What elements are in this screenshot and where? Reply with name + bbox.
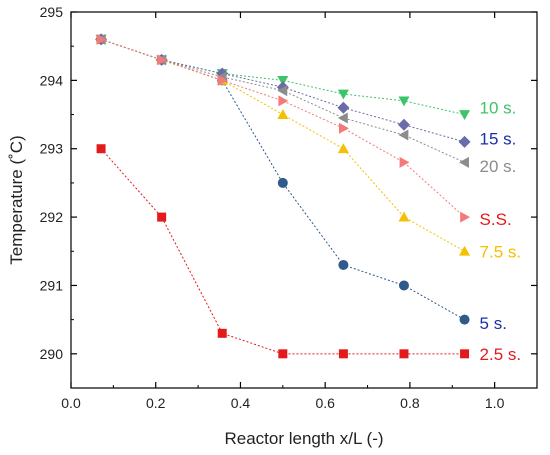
data-point (337, 89, 349, 100)
data-point (277, 177, 288, 188)
data-point (459, 110, 471, 121)
data-point (277, 85, 288, 97)
series-label: 15 s. (480, 129, 517, 148)
data-point (157, 212, 167, 222)
data-point (337, 143, 349, 154)
data-point (397, 118, 410, 131)
data-point (337, 101, 350, 114)
x-tick-label: 0.8 (400, 395, 420, 411)
data-point (277, 109, 289, 119)
data-point (459, 245, 471, 256)
data-point (278, 95, 289, 107)
data-point (217, 74, 228, 86)
series-label: 10 s. (480, 99, 517, 118)
series-line (100, 38, 465, 218)
x-tick-label: 0.4 (231, 395, 251, 411)
y-tick-label: 294 (40, 72, 64, 88)
data-point (338, 259, 349, 270)
series-10-s (95, 34, 471, 121)
data-point (459, 314, 470, 325)
data-point (338, 349, 348, 359)
series-s-s (96, 33, 471, 223)
series-label: 20 s. (480, 157, 517, 176)
x-tick-label: 0.0 (61, 395, 81, 411)
series-layer (95, 33, 471, 359)
series-2-5-s (96, 144, 470, 359)
data-point (399, 156, 410, 168)
y-tick-label: 293 (40, 141, 64, 157)
y-axis-title: Temperature (˚C) (7, 135, 26, 264)
data-point (337, 112, 348, 124)
series-line (100, 38, 465, 252)
data-point (398, 129, 409, 141)
data-point (157, 54, 168, 66)
data-point (398, 280, 409, 291)
series-label: S.S. (480, 210, 512, 229)
x-axis-title: Reactor length x/L (-) (224, 429, 383, 448)
data-point (398, 96, 410, 107)
x-tick-label: 0.6 (315, 395, 335, 411)
data-point (460, 349, 470, 359)
data-point (278, 349, 288, 359)
series-labels: 2.5 s. 5 s. 7.5 s. 10 s. 15 s. 20 s. S.S. (480, 99, 522, 364)
y-tick-label: 291 (40, 277, 64, 293)
x-tick-label: 0.2 (146, 395, 166, 411)
y-tick-label: 290 (40, 346, 64, 362)
series-label: 5 s. (480, 314, 507, 333)
series-label: 7.5 s. (480, 242, 522, 261)
data-point (217, 328, 227, 338)
axes: 0.0 0.2 0.4 0.6 0.8 1.0 290 291 292 293 294 295 (40, 4, 538, 411)
data-point (96, 33, 107, 45)
data-point (96, 144, 106, 154)
data-point (277, 75, 289, 86)
y-tick-label: 292 (40, 209, 64, 225)
data-point (459, 156, 469, 168)
series-label: 2.5 s. (480, 345, 522, 364)
x-tick-label: 1.0 (485, 395, 505, 411)
data-point (460, 211, 471, 223)
data-point (458, 135, 471, 148)
y-tick-label: 295 (40, 4, 64, 20)
plot-frame (70, 11, 538, 389)
data-point (399, 349, 409, 359)
data-point (338, 122, 349, 134)
series-7-5-s (95, 33, 471, 256)
data-point (398, 211, 410, 222)
